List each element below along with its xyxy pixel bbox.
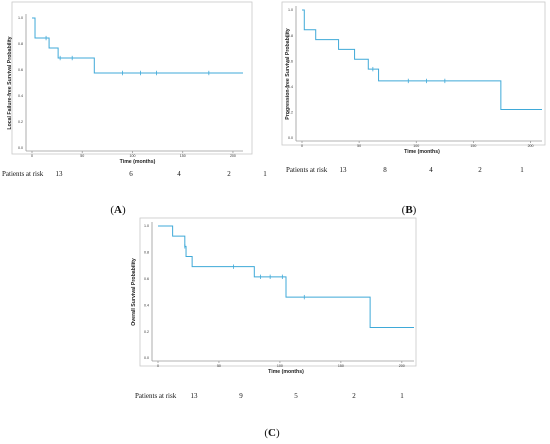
x-tick-label: 100: [277, 364, 283, 368]
y-tick-label: 0.8: [144, 251, 149, 255]
y-axis-label: Progression-free Survival Probability: [285, 28, 291, 120]
panel-a-chart: 0 50 100 150 200 0.0 0.2 0.4 0.6 0.8 1.0 Time (mont…: [2, 1, 267, 178]
risk-count: 13: [340, 166, 348, 174]
risk-count: 2: [478, 166, 482, 174]
x-tick-label: 0: [301, 144, 303, 148]
x-tick-label: 0: [31, 154, 33, 158]
panel-a-label: (A): [110, 204, 126, 216]
y-tick-label: 0.6: [18, 68, 23, 72]
y-tick-label: 0.0: [288, 136, 293, 140]
y-tick-label: 0.2: [288, 111, 293, 115]
y-tick-label: 0.4: [18, 94, 23, 98]
survival-curve: [32, 17, 243, 74]
y-tick-label: 0.8: [288, 34, 293, 38]
y-tick-label: 1.0: [144, 224, 149, 228]
panel-b-chart: 0 50 100 150 200 0.0 0.2 0.4 0.6 0.8 1.0 Time (mont…: [281, 1, 546, 174]
y-tick-label: 0.4: [144, 303, 149, 307]
x-tick-label: 50: [80, 154, 84, 158]
x-axis-label: Time (months): [404, 149, 440, 155]
risk-count: 2: [227, 170, 231, 178]
plot-frame: [281, 1, 546, 146]
x-tick-label: 150: [470, 144, 476, 148]
x-tick-label: 100: [129, 154, 135, 158]
risk-count: 8: [383, 166, 387, 174]
risk-count: 2: [352, 392, 356, 400]
y-tick-label: 0.6: [144, 277, 149, 281]
x-axis-label: Time (months): [268, 369, 304, 375]
x-tick-label: 100: [413, 144, 419, 148]
risk-count: 6: [129, 170, 133, 178]
y-tick-label: 0.0: [144, 356, 149, 360]
x-tick-label: 200: [528, 144, 534, 148]
plot-frame: [11, 1, 253, 155]
y-tick-label: 0.2: [144, 330, 149, 334]
risk-table-label: Patients at risk: [286, 166, 328, 174]
panel-b-label: (B): [402, 204, 417, 216]
risk-count: 4: [177, 170, 181, 178]
risk-count: 13: [191, 392, 199, 400]
y-tick-label: 1.0: [18, 16, 23, 20]
panel-c-label: (C): [264, 427, 280, 439]
risk-table-label: Patients at risk: [2, 170, 44, 178]
y-tick-label: 0.8: [18, 42, 23, 46]
risk-count: 1: [520, 166, 524, 174]
y-tick-label: 0.4: [288, 85, 293, 89]
x-tick-label: 50: [357, 144, 361, 148]
risk-count: 5: [294, 392, 298, 400]
x-tick-label: 200: [399, 364, 405, 368]
y-tick-label: 0.2: [18, 120, 23, 124]
survival-curve: [302, 9, 542, 110]
y-tick-label: 0.0: [18, 146, 23, 150]
y-axis-label: Local Failure-free Survival Probability: [7, 36, 13, 129]
plot-frame: [139, 217, 417, 367]
risk-table-label: Patients at risk: [135, 392, 177, 400]
x-tick-label: 150: [338, 364, 344, 368]
risk-count: 9: [239, 392, 243, 400]
x-tick-label: 150: [180, 154, 186, 158]
panel-c-chart: 0 50 100 150 200 0.0 0.2 0.4 0.6 0.8 1.0 Time (mont…: [131, 217, 417, 400]
y-tick-label: 0.6: [288, 59, 293, 63]
x-tick-label: 200: [230, 154, 236, 158]
risk-count: 1: [263, 170, 267, 178]
risk-count: 1: [400, 392, 404, 400]
risk-count: 13: [56, 170, 64, 178]
y-tick-label: 1.0: [288, 8, 293, 12]
risk-count: 4: [429, 166, 433, 174]
x-tick-label: 0: [157, 364, 159, 368]
x-tick-label: 50: [217, 364, 221, 368]
survival-curve: [158, 225, 414, 329]
x-axis-label: Time (months): [120, 159, 156, 165]
y-axis-label: Overall Survival Probability: [131, 258, 137, 326]
